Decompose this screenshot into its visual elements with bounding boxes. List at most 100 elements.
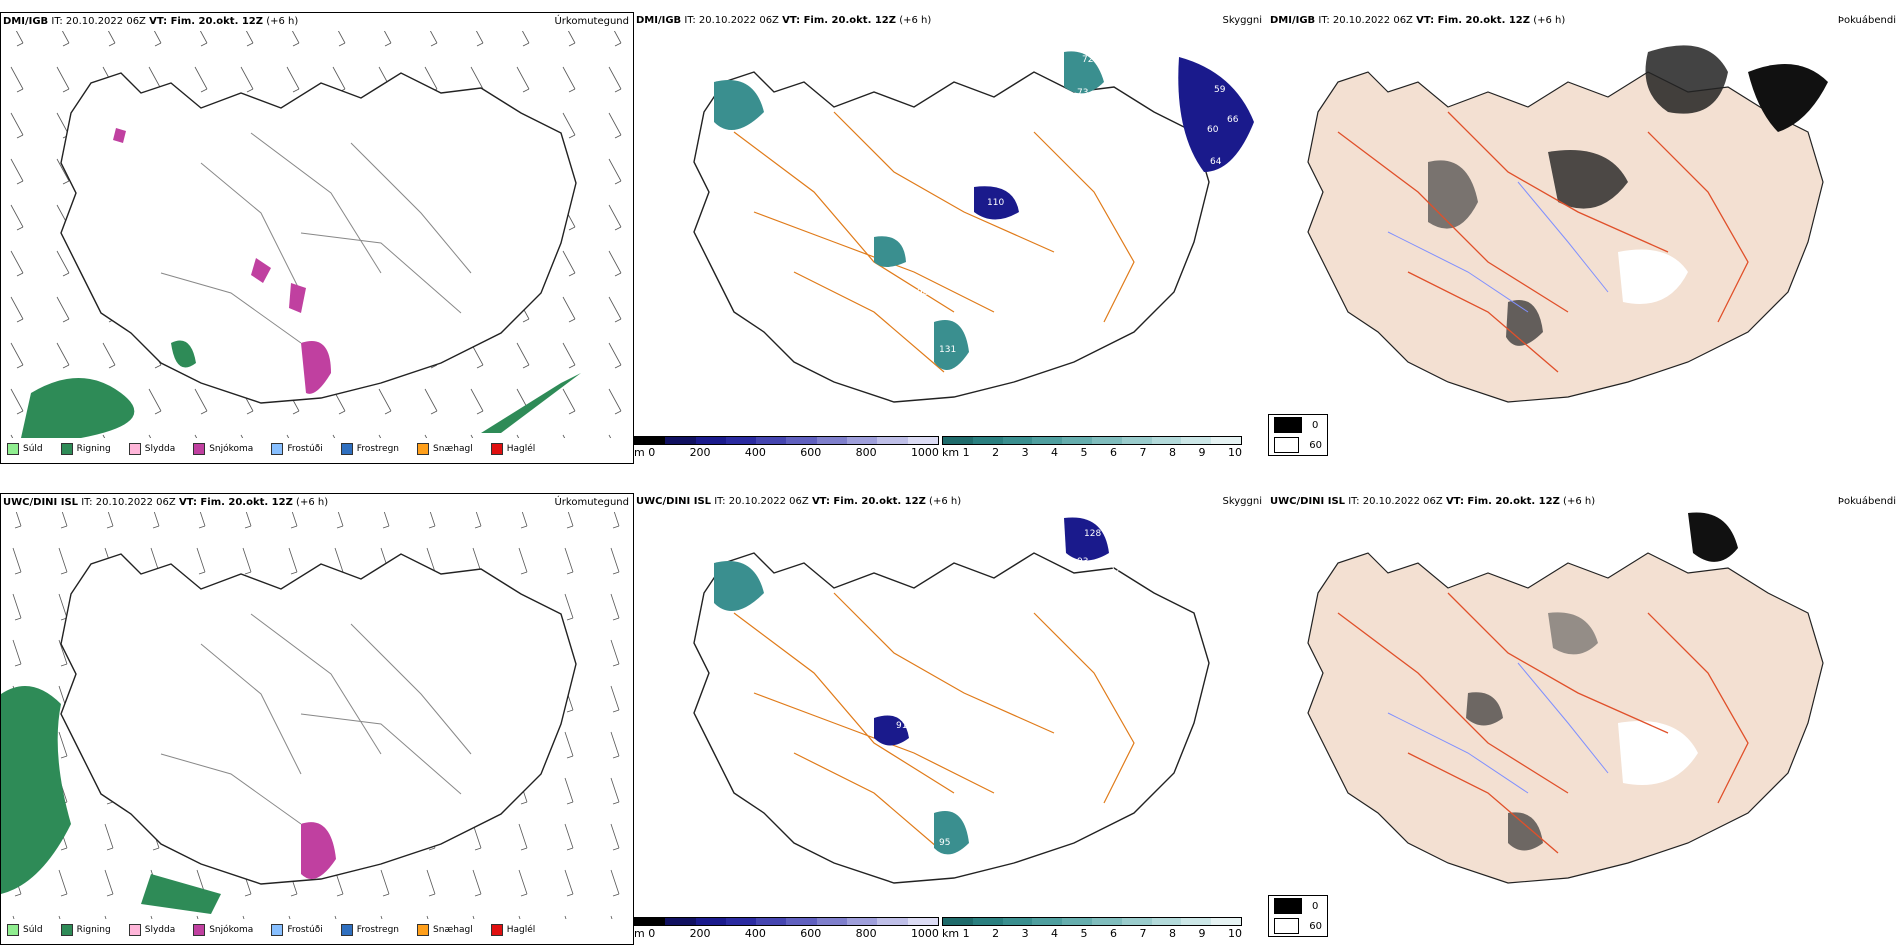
legend-swatch <box>417 443 430 455</box>
legend-swatch <box>340 924 353 936</box>
model-name: DMI/IGB <box>3 16 49 27</box>
iceland-outline <box>60 72 577 404</box>
lead-time: (+6 h) <box>929 496 962 507</box>
rivers <box>1387 662 1609 794</box>
panel-title: Skyggni <box>1222 15 1262 26</box>
legend-item: Frostúði <box>265 924 323 936</box>
legend-item: Haglél <box>485 443 535 455</box>
roads <box>160 613 472 825</box>
it-label: IT: <box>81 497 93 508</box>
fog-clear-area <box>1618 721 1698 785</box>
legend-swatch <box>193 443 206 455</box>
legend-swatch <box>128 443 141 455</box>
panel-header: UWC/DINI ISL IT: 20.10.2022 06Z VT: Fim.… <box>636 496 961 507</box>
legend-item: Snjókoma <box>187 443 253 455</box>
cloud-label: 27 <box>1109 566 1120 576</box>
snow-area <box>301 822 336 879</box>
ceiling-ticks: m 0 200 400 600 800 1000 <box>634 446 939 459</box>
snow-area <box>301 341 331 394</box>
fog-legend: 0 60 <box>1268 895 1328 937</box>
model-name: DMI/IGB <box>1270 15 1316 26</box>
init-time: 20.10.2022 06Z <box>1362 496 1443 507</box>
legend-swatch <box>60 443 73 455</box>
legend-item: Snjókoma <box>187 924 253 936</box>
lead-time: (+6 h) <box>266 16 299 27</box>
legend-item: Frostregn <box>335 443 399 455</box>
fog-panel-top: DMI/IGB IT: 20.10.2022 06Z VT: Fim. 20.o… <box>1268 12 1900 464</box>
roads <box>733 592 1135 854</box>
cloud-label: 90 <box>774 133 786 143</box>
cloud-label: 101 <box>1136 566 1153 576</box>
cloud-map: 128 93 27 101 23 56 28 91 95 15 <box>693 517 1210 884</box>
legend-swatch <box>7 443 19 455</box>
cloud-label: 70 <box>714 229 726 239</box>
it-label: IT: <box>51 16 63 27</box>
valid-time: VT: Fim. 20.okt. 12Z <box>1416 15 1531 26</box>
legend-swatch <box>271 443 284 455</box>
vis-area <box>934 320 969 370</box>
fog-area <box>1748 64 1828 132</box>
it-label: IT: <box>684 15 696 26</box>
cloud-label: 64 <box>1210 157 1222 167</box>
rivers <box>1387 181 1609 313</box>
cloud-label: 23 <box>1190 566 1201 576</box>
it-label: IT: <box>714 496 726 507</box>
iceland-land <box>1307 552 1824 884</box>
panel-header: DMI/IGB IT: 20.10.2022 06Z VT: Fim. 20.o… <box>636 15 931 26</box>
fog-area <box>1428 160 1478 229</box>
snow-area <box>289 283 306 313</box>
legend-swatch <box>1274 918 1300 934</box>
ceiling-area <box>1178 57 1254 172</box>
panel-header: UWC/DINI ISL IT: 20.10.2022 06Z VT: Fim.… <box>1270 496 1595 507</box>
panel-title: Þokuábendi <box>1837 15 1896 26</box>
cloud-map: 72 73 84 59 66 60 64 110 122 90 137 109 … <box>693 51 1254 403</box>
panel-title: Úrkomutegund <box>554 497 629 508</box>
legend-swatch <box>60 924 73 936</box>
lead-time: (+6 h) <box>899 15 932 26</box>
model-name: UWC/DINI ISL <box>3 497 79 508</box>
model-name: UWC/DINI ISL <box>636 496 712 507</box>
it-label: IT: <box>1348 496 1360 507</box>
cloud-label: 60 <box>1207 125 1219 135</box>
rain-area <box>171 340 196 368</box>
panel-title: Skyggni <box>1222 496 1262 507</box>
legend-item: Slydda <box>123 443 175 455</box>
panel-title: Úrkomutegund <box>554 16 629 27</box>
fog-area <box>1548 612 1598 655</box>
ceiling-area <box>1064 517 1109 561</box>
lead-time: (+6 h) <box>1563 496 1596 507</box>
cloud-label: 131 <box>939 345 956 355</box>
snow-area <box>113 128 126 143</box>
precip-legend: Súld Rigning Slydda Snjókoma Frostúði Fr… <box>1 918 547 942</box>
legend-swatch <box>1274 898 1302 914</box>
ceiling-area <box>874 715 909 746</box>
cloud-panel-top: DMI/IGB IT: 20.10.2022 06Z VT: Fim. 20.o… <box>634 12 1268 464</box>
ceiling-ticks: m 0 200 400 600 800 1000 <box>634 927 939 940</box>
fog-panel-bottom: UWC/DINI ISL IT: 20.10.2022 06Z VT: Fim.… <box>1268 493 1900 945</box>
vis-bar-ramp <box>942 436 1242 445</box>
fog-area <box>1508 812 1543 851</box>
rain-area <box>21 378 135 438</box>
vis-ticks: km 1 2 3 4 5 6 7 8 9 10 <box>942 446 1242 459</box>
iceland-land <box>1307 71 1824 403</box>
iceland-outline <box>693 71 1210 403</box>
legend-swatch <box>417 924 430 936</box>
fog-map <box>1307 512 1824 884</box>
cloud-label: 128 <box>1084 529 1101 539</box>
init-time: 20.10.2022 06Z <box>698 15 779 26</box>
init-time: 20.10.2022 06Z <box>65 16 146 27</box>
cloud-label: 137 <box>896 233 913 243</box>
fog-area <box>1466 692 1503 726</box>
init-time: 20.10.2022 06Z <box>728 496 809 507</box>
valid-time: VT: Fim. 20.okt. 12Z <box>1445 496 1560 507</box>
cloud-label: 73 <box>1077 88 1088 98</box>
fog-area <box>1645 45 1728 114</box>
legend-item: Slydda <box>123 924 175 936</box>
legend-swatch <box>7 924 19 936</box>
fog-legend-item: 60 <box>1269 435 1327 455</box>
legend-item: Súld <box>1 924 43 936</box>
rain-area <box>141 874 221 914</box>
panel-header: DMI/IGB IT: 20.10.2022 06Z VT: Fim. 20.o… <box>3 16 298 27</box>
fog-legend-item: 0 <box>1269 896 1327 916</box>
legend-swatch <box>1274 417 1302 433</box>
